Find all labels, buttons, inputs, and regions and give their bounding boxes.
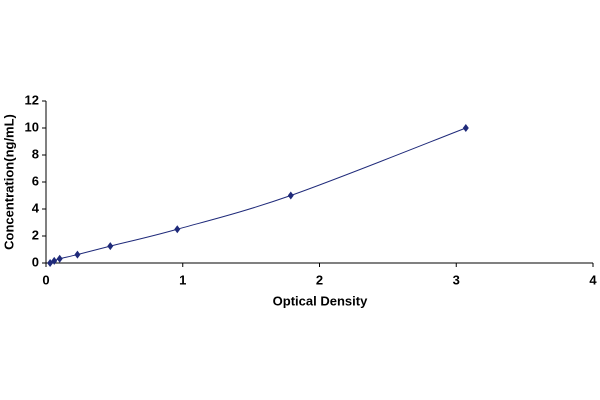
y-tick-label: 0 xyxy=(32,254,39,269)
y-tick-label: 4 xyxy=(32,200,40,215)
point xyxy=(56,254,63,263)
point xyxy=(174,225,181,234)
curve xyxy=(49,127,467,264)
x-axis-label: Optical Density xyxy=(273,293,368,308)
point xyxy=(74,250,81,259)
point xyxy=(107,242,114,251)
y-tick-label: 2 xyxy=(32,227,39,242)
x-tick-label: 3 xyxy=(453,272,460,287)
point xyxy=(287,191,294,200)
y-tick-label: 12 xyxy=(25,92,39,107)
y-tick-label: 10 xyxy=(25,119,39,134)
x-tick-label: 0 xyxy=(42,272,49,287)
y-tick-label: 8 xyxy=(32,146,39,161)
x-tick-label: 4 xyxy=(589,272,597,287)
y-tick-label: 6 xyxy=(32,173,39,188)
x-tick-label: 1 xyxy=(179,272,186,287)
point xyxy=(462,124,469,132)
point xyxy=(51,256,58,265)
x-tick-label: 2 xyxy=(316,272,323,287)
y-axis-label: Concentration(ng/mL) xyxy=(1,114,16,250)
